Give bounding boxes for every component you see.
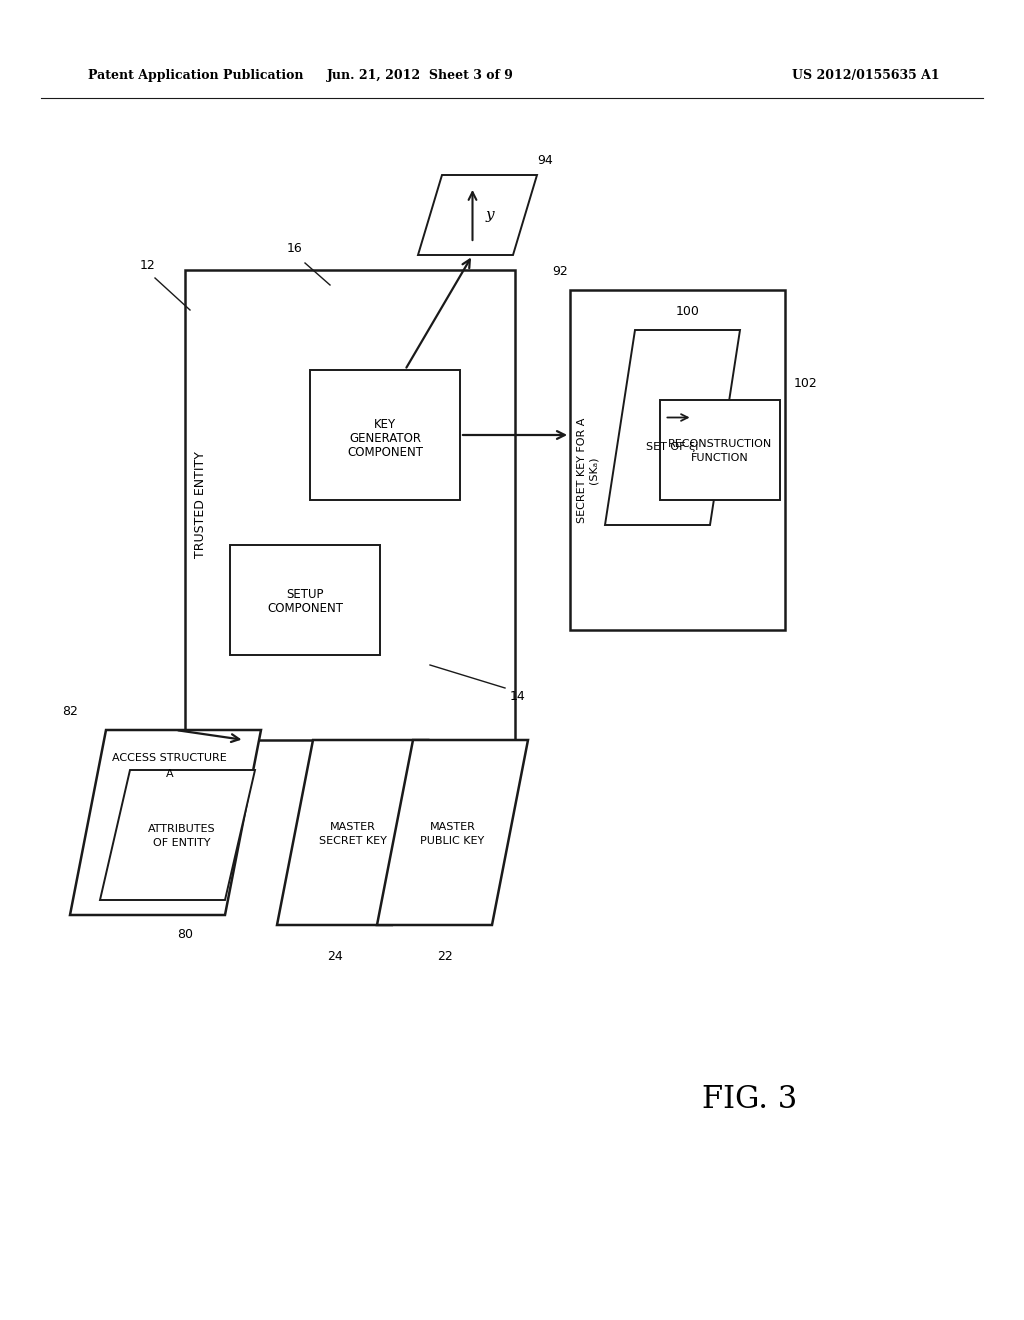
Text: 100: 100: [676, 305, 699, 318]
Text: SECRET KEY: SECRET KEY: [318, 836, 386, 846]
Text: y: y: [485, 209, 494, 222]
Polygon shape: [605, 330, 740, 525]
Polygon shape: [418, 176, 537, 255]
Text: Patent Application Publication: Patent Application Publication: [88, 69, 303, 82]
Text: MASTER: MASTER: [330, 821, 376, 832]
Text: SET OF ξi: SET OF ξi: [646, 442, 698, 453]
Polygon shape: [278, 741, 428, 925]
Text: SECRET KEY FOR A
(SKₐ): SECRET KEY FOR A (SKₐ): [578, 417, 599, 523]
Text: KEY: KEY: [374, 418, 396, 432]
Bar: [185, 271, 515, 741]
Text: 102: 102: [794, 378, 818, 389]
Text: 94: 94: [537, 154, 553, 168]
Text: A: A: [166, 770, 173, 779]
Text: 24: 24: [327, 950, 342, 964]
Text: COMPONENT: COMPONENT: [267, 602, 343, 615]
Polygon shape: [377, 741, 528, 925]
Text: 16: 16: [287, 242, 303, 255]
Text: 14: 14: [510, 690, 525, 704]
Text: 22: 22: [436, 950, 453, 964]
Text: ATTRIBUTES: ATTRIBUTES: [147, 824, 215, 834]
Text: Jun. 21, 2012  Sheet 3 of 9: Jun. 21, 2012 Sheet 3 of 9: [327, 69, 513, 82]
Text: US 2012/0155635 A1: US 2012/0155635 A1: [793, 69, 940, 82]
Polygon shape: [70, 730, 261, 915]
Bar: [230, 545, 380, 655]
Text: SETUP: SETUP: [287, 587, 324, 601]
Text: 82: 82: [62, 705, 78, 718]
Text: GENERATOR: GENERATOR: [349, 433, 421, 446]
Text: TRUSTED ENTITY: TRUSTED ENTITY: [194, 451, 207, 558]
Polygon shape: [100, 770, 255, 900]
Text: PUBLIC KEY: PUBLIC KEY: [421, 836, 484, 846]
Text: 92: 92: [552, 265, 568, 279]
Text: COMPONENT: COMPONENT: [347, 446, 423, 459]
Bar: [660, 400, 780, 500]
Text: MASTER: MASTER: [429, 821, 475, 832]
Text: FIG. 3: FIG. 3: [702, 1085, 798, 1115]
Bar: [570, 290, 785, 630]
Text: ACCESS STRUCTURE: ACCESS STRUCTURE: [112, 752, 227, 763]
Text: FUNCTION: FUNCTION: [691, 453, 749, 463]
Text: OF ENTITY: OF ENTITY: [153, 838, 210, 847]
Text: RECONSTRUCTION: RECONSTRUCTION: [668, 440, 772, 449]
Text: 80: 80: [177, 928, 194, 941]
Text: 12: 12: [140, 259, 156, 272]
Bar: [310, 370, 460, 500]
